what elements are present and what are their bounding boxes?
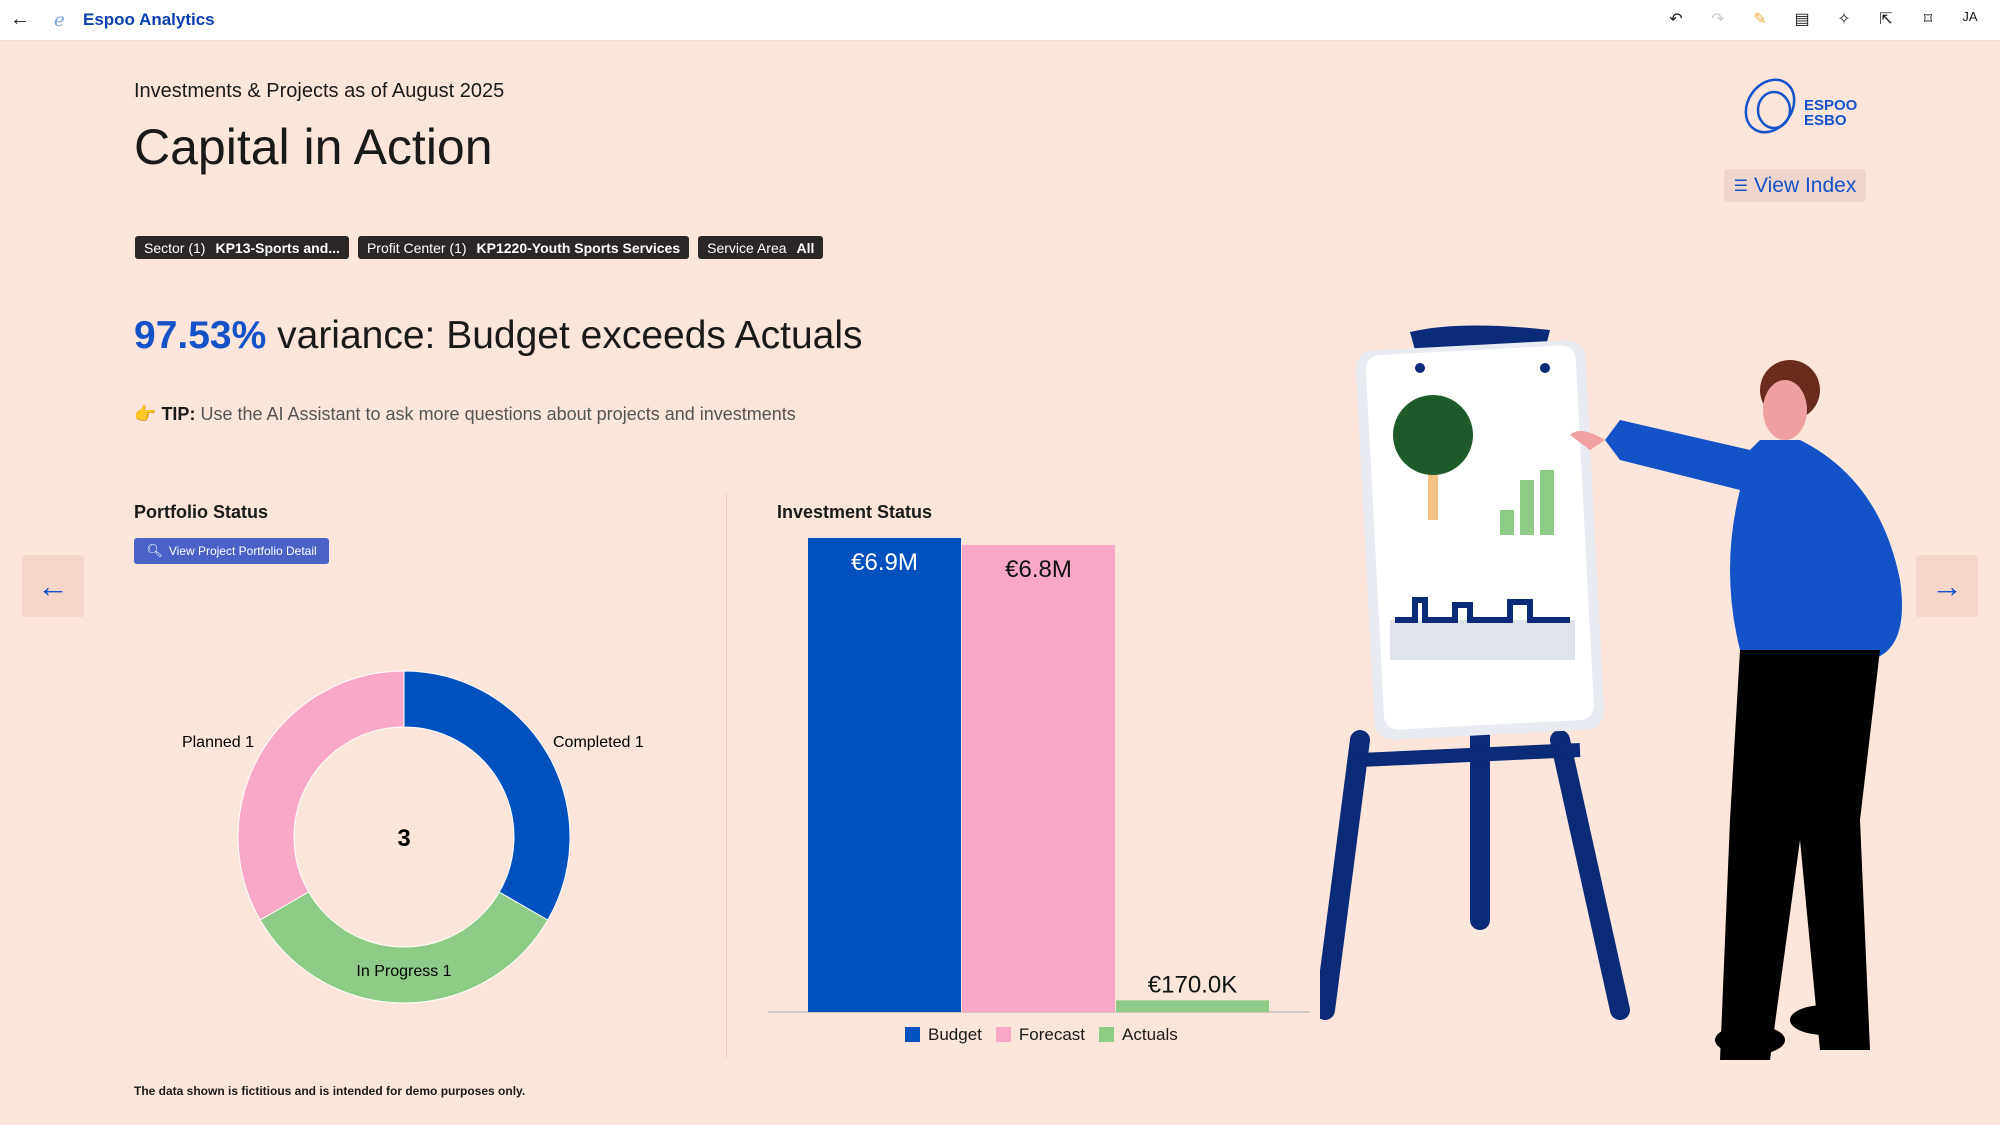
- next-page-button[interactable]: →: [1916, 555, 1978, 617]
- view-portfolio-detail-button[interactable]: 🔍︎ View Project Portfolio Detail: [134, 538, 329, 564]
- share-icon[interactable]: ⇱: [1879, 11, 1893, 28]
- demo-disclaimer: The data shown is fictitious and is inte…: [134, 1084, 526, 1098]
- filter-chip-sector[interactable]: Sector (1) KP13-Sports and...: [135, 236, 349, 259]
- svg-text:ESPOO: ESPOO: [1804, 97, 1858, 114]
- donut-center-total: 3: [397, 825, 410, 852]
- pointing-hand-icon: 👉: [134, 404, 157, 424]
- portfolio-donut-chart: 3 Planned 1 Completed 1 In Progress 1: [182, 670, 644, 1004]
- previous-page-button[interactable]: ←: [22, 555, 84, 617]
- filter-bar: Sector (1) KP13-Sports and... Profit Cent…: [135, 236, 824, 259]
- legend-actuals[interactable]: Actuals: [1099, 1025, 1178, 1045]
- donut-slice-planned[interactable]: [237, 670, 405, 921]
- donut-slice-completed[interactable]: [403, 670, 571, 921]
- undo-icon[interactable]: ↶: [1669, 11, 1683, 28]
- donut-label-completed: Completed 1: [553, 734, 644, 751]
- edit-icon[interactable]: ✎: [1753, 11, 1767, 28]
- bar-chart-legend: Budget Forecast Actuals: [905, 1025, 1178, 1045]
- filter-chip-profit-center[interactable]: Profit Center (1) KP1220-Youth Sports Ser…: [357, 236, 690, 259]
- filter-chip-service-area[interactable]: Service Area All: [698, 236, 824, 259]
- espoo-logo: ESPOO ESBO: [1740, 74, 1870, 143]
- app-title[interactable]: Espoo Analytics: [83, 10, 215, 29]
- bar-label-budget: €6.9M: [851, 549, 918, 576]
- search-icon: 🔍︎: [146, 543, 163, 558]
- legend-forecast[interactable]: Forecast: [995, 1025, 1085, 1045]
- investment-bar-chart: €6.9M €6.8M €170.0K: [768, 538, 1310, 1013]
- bar-forecast[interactable]: [962, 544, 1115, 1012]
- legend-budget[interactable]: Budget: [905, 1025, 982, 1045]
- ai-sparkle-icon[interactable]: ✧: [1837, 11, 1851, 28]
- bar-actuals[interactable]: [1116, 1000, 1269, 1012]
- espoo-app-logo-icon: ℯ: [54, 10, 65, 30]
- bookmark-icon[interactable]: ⌑: [1923, 11, 1933, 28]
- arrow-left-icon: ←: [37, 567, 69, 604]
- bar-label-forecast: €6.8M: [1005, 556, 1072, 583]
- user-avatar[interactable]: JA: [1962, 9, 1978, 24]
- donut-slice-in-progress[interactable]: [259, 891, 549, 1004]
- presenter-illustration: [1320, 325, 1902, 1060]
- page-title: Capital in Action: [134, 119, 493, 175]
- section-divider: [726, 493, 727, 1058]
- list-icon: ☰: [1733, 177, 1748, 195]
- arrow-right-icon: →: [1931, 567, 1963, 604]
- portfolio-status-title: Portfolio Status: [134, 502, 268, 522]
- bar-budget[interactable]: [808, 538, 961, 1012]
- top-toolbar: ← ℯ Espoo Analytics ↶ ↷ ✎ ▤ ✧ ⇱ ⌑ JA: [0, 0, 2000, 41]
- donut-label-planned: Planned 1: [182, 734, 254, 751]
- bar-label-actuals: €170.0K: [1148, 971, 1237, 998]
- page-subtitle: Investments & Projects as of August 2025: [134, 80, 505, 102]
- comment-icon[interactable]: ▤: [1794, 11, 1810, 28]
- donut-label-in-progress: In Progress 1: [356, 963, 451, 980]
- tip-text: 👉 TIP: Use the AI Assistant to ask more …: [134, 404, 796, 424]
- redo-icon[interactable]: ↷: [1711, 11, 1725, 28]
- variance-headline: 97.53% variance: Budget exceeds Actuals: [134, 314, 863, 357]
- investment-status-title: Investment Status: [777, 502, 933, 522]
- svg-text:ESBO: ESBO: [1804, 112, 1847, 129]
- back-arrow-icon[interactable]: ←: [10, 8, 30, 30]
- view-index-button[interactable]: ☰ View Index: [1724, 169, 1866, 202]
